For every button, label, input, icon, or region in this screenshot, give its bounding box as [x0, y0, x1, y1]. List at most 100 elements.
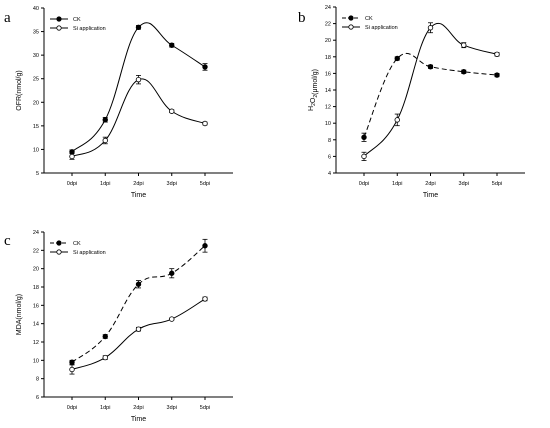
series-line-si — [363, 22, 498, 157]
series-line-si — [71, 298, 206, 370]
x-tick-label: 1dpi — [100, 181, 110, 187]
series-line-ck — [71, 22, 206, 153]
y-tick-label: 6 — [328, 154, 331, 160]
legend-label: CK — [73, 241, 81, 247]
data-point — [169, 108, 175, 114]
y-tick-label: 40 — [33, 6, 39, 12]
y-tick-label: 12 — [325, 105, 331, 111]
x-tick-label: 0dpi — [67, 405, 77, 411]
y-axis-label: MDA(nmol/g) — [16, 294, 23, 335]
legend-marker — [348, 24, 354, 30]
x-tick-label: 2dpi — [425, 181, 435, 187]
data-point — [361, 153, 367, 160]
data-point — [202, 64, 208, 70]
data-point — [427, 64, 434, 70]
x-tick-label: 0dpi — [67, 181, 77, 187]
y-tick-label: 8 — [328, 138, 331, 144]
y-tick-label: 16 — [325, 71, 331, 77]
data-point — [69, 366, 75, 373]
y-tick-label: 35 — [33, 30, 39, 36]
data-point — [102, 354, 108, 361]
subscript: 2 — [311, 103, 317, 106]
y-tick-label: 12 — [33, 340, 39, 346]
data-point — [427, 25, 434, 31]
x-tick-label: 0dpi — [359, 181, 369, 187]
x-axis-label: Time — [131, 192, 146, 199]
data-point — [202, 120, 208, 127]
y-tick-label: 20 — [33, 100, 39, 106]
series-line-si — [71, 78, 206, 157]
y-tick-label: 18 — [325, 55, 331, 61]
y-tick-label: 18 — [33, 285, 39, 291]
y-tick-label: 20 — [325, 38, 331, 44]
y-tick-label: 10 — [33, 147, 39, 153]
data-point — [394, 55, 400, 62]
data-point — [202, 296, 208, 302]
y-tick-label: 5 — [36, 171, 39, 177]
data-point — [69, 359, 75, 365]
y-tick-label: 20 — [33, 267, 39, 273]
data-point — [135, 281, 142, 287]
y-axis-label: H2O2(μmol/g) — [308, 69, 319, 111]
x-tick-label: 1dpi — [392, 181, 402, 187]
y-tick-label: 14 — [325, 88, 331, 94]
x-tick-label: 2dpi — [133, 181, 143, 187]
data-point — [169, 270, 175, 276]
data-point — [394, 117, 400, 123]
x-axis-label: Time — [131, 416, 146, 423]
legend-label: Si application — [73, 250, 106, 256]
y-tick-label: 10 — [325, 121, 331, 127]
y-tick-label: 24 — [33, 230, 39, 236]
subscript: 2 — [313, 95, 319, 98]
y-tick-label: 8 — [36, 377, 39, 383]
data-point — [202, 243, 208, 249]
y-tick-label: 10 — [33, 358, 39, 364]
legend-label: CK — [365, 16, 373, 22]
x-axis-label: Time — [423, 192, 438, 199]
y-axis-label: OFR(nmol/g) — [16, 70, 23, 110]
x-tick-label: 5dpi — [200, 181, 210, 187]
y-tick-label: 4 — [328, 171, 331, 177]
legend-label: Si application — [73, 26, 106, 32]
data-point — [494, 72, 500, 78]
x-tick-label: 2dpi — [133, 405, 143, 411]
x-tick-label: 5dpi — [492, 181, 502, 187]
data-point — [461, 42, 467, 48]
x-tick-label: 3dpi — [167, 181, 177, 187]
data-point — [169, 42, 175, 48]
data-point — [69, 153, 75, 160]
legend-label: Si application — [365, 25, 398, 31]
data-point — [102, 333, 108, 340]
legend-label: CK — [73, 17, 81, 23]
panel-label: b — [298, 10, 306, 26]
x-tick-label: 5dpi — [200, 405, 210, 411]
y-tick-label: 25 — [33, 77, 39, 83]
y-tick-label: 30 — [33, 53, 39, 59]
data-point — [461, 69, 467, 75]
data-point — [102, 137, 108, 144]
panel-label: a — [4, 10, 11, 26]
chart-panel-c: c 6 8 10 12 14 16 18 20 22 24 0dpi 1dpi 2dpi 3dpi 5dpi T… — [4, 230, 233, 423]
data-point — [361, 134, 367, 141]
y-tick-label: 14 — [33, 322, 39, 328]
legend-marker — [56, 240, 62, 246]
data-point — [135, 24, 142, 31]
y-tick-label: 22 — [33, 248, 39, 254]
x-tick-label: 1dpi — [100, 405, 110, 411]
y-tick-label: 6 — [36, 395, 39, 401]
series-line-ck — [71, 245, 206, 363]
legend-marker — [56, 25, 62, 31]
x-tick-label: 3dpi — [167, 405, 177, 411]
chart-panel-a: a 5 10 15 20 25 30 35 40 0dpi 1dpi 2dpi 3dpi 5dpi Time… — [4, 6, 233, 199]
x-tick-label: 3dpi — [459, 181, 469, 187]
panel-label: c — [4, 233, 11, 249]
y-tick-label: 16 — [33, 303, 39, 309]
data-point — [102, 117, 108, 123]
data-point — [494, 51, 500, 58]
legend-marker — [56, 16, 62, 22]
data-point — [169, 316, 175, 322]
data-point — [135, 326, 142, 332]
legend-marker — [56, 249, 62, 255]
y-tick-label: 15 — [33, 124, 39, 130]
